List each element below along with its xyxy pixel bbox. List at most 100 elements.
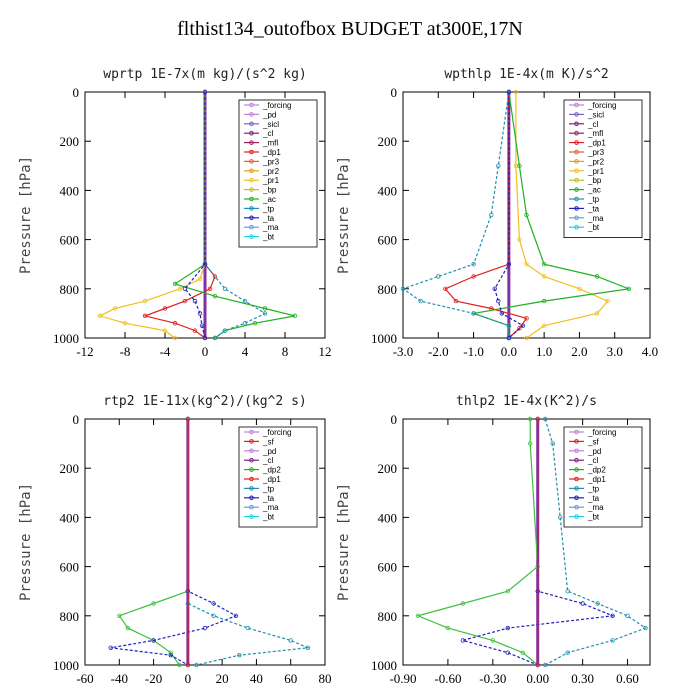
data-point <box>418 298 423 304</box>
legend-label: _ma <box>587 503 604 512</box>
data-point <box>535 416 540 422</box>
y-tick-label: 800 <box>60 609 80 624</box>
x-tick-label: 2.0 <box>571 344 587 359</box>
legend-label: _dp1 <box>262 148 281 157</box>
legend-marker <box>249 112 254 117</box>
data-point <box>97 313 103 319</box>
data-point <box>182 286 188 291</box>
figure-title: flthist134_outofbox BUDGET at300E,17N <box>177 18 523 40</box>
legend-label: _sicl <box>587 110 604 119</box>
legend-label: _bt <box>587 513 600 522</box>
legend-label: _bt <box>587 223 600 232</box>
data-point <box>535 662 540 668</box>
y-tick-label: 1000 <box>53 658 79 673</box>
y-axis-label: Pressure [hPa] <box>336 483 352 601</box>
x-tick-label: -1.0 <box>463 344 484 359</box>
data-point <box>625 613 630 618</box>
legend-label: _ta <box>587 494 600 503</box>
data-point <box>177 286 183 291</box>
y-tick-label: 1000 <box>371 658 397 673</box>
data-point <box>520 323 526 328</box>
data-point <box>117 613 122 618</box>
plot-frame <box>402 418 651 666</box>
legend-marker <box>574 102 579 108</box>
data-point <box>524 316 529 321</box>
series-line-dp1 <box>444 92 528 339</box>
y-tick-label: 600 <box>378 560 398 575</box>
legend-label: _dp1 <box>587 475 606 484</box>
data-point <box>517 163 522 168</box>
data-point <box>517 237 522 242</box>
legend-marker <box>249 514 254 519</box>
legend-label: _bp <box>262 186 277 195</box>
legend-marker <box>249 140 254 145</box>
series-line-ta <box>494 92 525 339</box>
data-point <box>460 601 466 606</box>
legend-marker <box>249 149 254 155</box>
data-point <box>305 645 311 650</box>
legend-marker <box>574 476 579 482</box>
y-tick-label: 800 <box>60 282 80 297</box>
legend-label: _pr3 <box>587 148 605 157</box>
legend-label: _ta <box>262 214 275 223</box>
legend-label: _mfl <box>587 129 603 138</box>
legend-label: _forcing <box>587 101 616 110</box>
x-tick-label: 8 <box>282 344 289 359</box>
data-point <box>517 325 522 331</box>
series-line-ta <box>460 419 615 666</box>
data-point <box>212 293 218 299</box>
data-point <box>506 89 512 95</box>
legend-label: _ma <box>262 503 279 512</box>
legend-label: _forcing <box>262 101 291 110</box>
y-tick-label: 200 <box>60 134 80 149</box>
legend-marker <box>574 196 579 202</box>
data-point <box>172 321 178 326</box>
legend-label: _ta <box>587 204 600 213</box>
series-line-pr1 <box>98 92 206 339</box>
legend-label: _pd <box>587 447 601 456</box>
data-point <box>177 662 182 668</box>
legend-label: _bt <box>262 513 275 522</box>
x-tick-label: 3.0 <box>607 344 623 359</box>
data-point <box>528 416 533 422</box>
y-tick-label: 600 <box>60 233 80 248</box>
x-tick-label: 20 <box>216 671 229 686</box>
data-point <box>168 652 173 658</box>
panel-title: rtp2 1E-11x(kg^2)/(kg^2 s) <box>103 394 307 409</box>
legend-label: _dp2 <box>262 466 281 475</box>
legend-marker <box>574 206 579 211</box>
x-tick-label: -8 <box>120 344 131 359</box>
data-point <box>245 625 251 631</box>
data-point <box>222 286 228 291</box>
x-tick-label: -0.30 <box>479 671 506 686</box>
data-point <box>202 262 208 267</box>
legend-label: _dp1 <box>587 139 606 148</box>
legend-marker <box>249 102 254 108</box>
legend-label: _mfl <box>262 139 278 148</box>
data-point <box>162 306 168 311</box>
legend-marker <box>249 168 254 174</box>
y-tick-label: 400 <box>378 183 398 198</box>
data-point <box>202 625 208 631</box>
x-tick-label: 80 <box>319 671 332 686</box>
data-point <box>202 89 208 95</box>
data-point <box>443 286 448 291</box>
legend-marker <box>249 486 254 491</box>
data-point <box>610 613 615 618</box>
legend-label: _cl <box>262 129 273 138</box>
legend-label: _ta <box>262 494 275 503</box>
data-point <box>496 163 501 168</box>
x-tick-label: 0.0 <box>501 344 517 359</box>
data-point <box>202 335 208 341</box>
data-point <box>108 645 113 650</box>
legend-marker <box>574 215 579 221</box>
y-tick-label: 800 <box>378 609 398 624</box>
legend-marker <box>249 196 254 202</box>
legend-marker <box>249 215 254 221</box>
data-point <box>142 298 148 304</box>
data-point <box>185 662 191 668</box>
y-tick-label: 0 <box>73 85 80 100</box>
legend-label: _pd <box>262 110 276 119</box>
legend-label: _tp <box>587 484 600 493</box>
legend-marker <box>574 495 579 501</box>
